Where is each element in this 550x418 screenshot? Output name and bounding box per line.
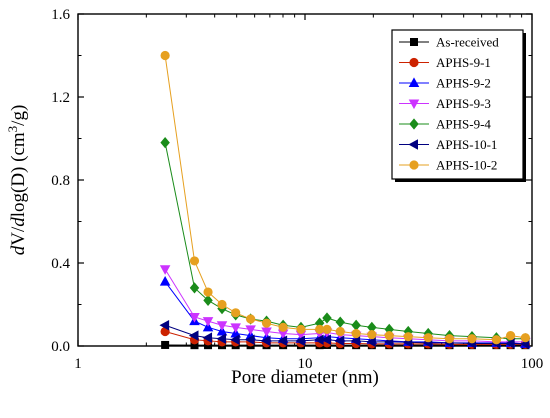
data-point-aphs-10-1	[188, 330, 199, 341]
x-tick-label: 10	[298, 356, 313, 372]
data-point-aphs-9-4	[160, 137, 170, 149]
y-axis-title-end: /g)	[8, 105, 29, 126]
y-tick-label: 0.4	[51, 256, 70, 272]
data-point-aphs-10-1	[202, 332, 213, 343]
data-point-aphs-10-1	[244, 334, 255, 346]
data-point-aphs-10-1	[504, 338, 515, 349]
data-point-aphs-10-1	[260, 335, 271, 347]
legend-label-as-received: As-received	[436, 35, 499, 50]
data-point-aphs-10-1	[334, 335, 345, 347]
data-point-aphs-9-3	[230, 323, 241, 333]
legend-marker-aphs-10-2	[409, 160, 419, 170]
legend: As-received APHS-9-1 APHS-9-2 APHS-9-3 APHS-…	[391, 29, 526, 182]
data-point-aphs-9-4	[335, 316, 345, 328]
data-point-aphs-9-4	[322, 312, 332, 324]
data-point-aphs-10-2	[160, 50, 170, 61]
y-axis-title-sup: 3	[5, 126, 20, 133]
data-point-aphs-10-2	[246, 314, 256, 324]
data-point-aphs-10-2	[506, 331, 516, 341]
series-layer	[159, 50, 531, 350]
data-point-aphs-9-3	[202, 317, 214, 327]
data-point-aphs-10-2	[467, 334, 477, 344]
data-point-aphs-9-2	[159, 276, 171, 286]
series-line-aphs-9-1	[164, 330, 526, 345]
data-point-aphs-10-2	[403, 332, 413, 342]
x-tick-label: 100	[521, 356, 544, 372]
data-point-aphs-9-3	[261, 327, 272, 338]
legend-label-aphs-9-2: APHS-9-2	[436, 76, 491, 91]
y-tick-label: 1.2	[51, 90, 70, 106]
data-point-aphs-10-2	[444, 334, 455, 344]
axis-ticks: 1 10 100 0.0 0.4 0.8 1.2 1.6	[51, 7, 543, 372]
data-point-aphs-10-2	[296, 324, 306, 334]
data-point-aphs-10-2	[491, 335, 502, 345]
data-point-aphs-10-1	[159, 319, 170, 331]
data-point-aphs-10-2	[217, 299, 227, 310]
data-point-aphs-10-2	[335, 326, 345, 337]
y-axis-title: dV/dlog(D) (cm3/g)	[5, 105, 29, 256]
legend-label-aphs-9-3: APHS-9-3	[436, 96, 491, 111]
data-point-aphs-9-3	[245, 325, 256, 336]
legend-marker-aphs-9-3	[408, 99, 420, 110]
legend-label-aphs-10-2: APHS-10-2	[436, 158, 497, 173]
y-axis-title-d1: d	[8, 245, 29, 255]
data-point-aphs-10-2	[261, 318, 272, 328]
legend-marker-aphs-9-2	[408, 77, 420, 87]
data-point-aphs-9-4	[189, 282, 200, 294]
series-line-aphs-10-2	[164, 55, 526, 341]
series-line-aphs-9-4	[164, 142, 526, 340]
data-point-aphs-10-2	[189, 256, 200, 266]
y-tick-label: 0.0	[51, 339, 70, 355]
data-point-aphs-9-3	[159, 265, 171, 275]
x-axis-title: Pore diameter (nm)	[231, 367, 379, 388]
data-point-aphs-10-1	[350, 335, 361, 347]
legend-marker-as-received	[409, 38, 418, 47]
y-axis-title-d2: d	[8, 217, 29, 227]
data-point-as-received	[161, 340, 170, 349]
legend-marker-aphs-9-4	[409, 118, 419, 130]
legend-label-aphs-9-1: APHS-9-1	[436, 55, 491, 70]
data-point-aphs-10-2	[384, 331, 394, 341]
y-tick-label: 0.8	[51, 173, 70, 189]
series-line-aphs-10-1	[164, 324, 526, 345]
data-point-aphs-10-1	[321, 334, 331, 346]
data-point-aphs-10-1	[295, 335, 305, 347]
series-line-aphs-9-3	[164, 268, 526, 343]
data-point-aphs-10-2	[423, 333, 433, 343]
data-point-aphs-9-4	[351, 319, 361, 331]
legend-label-aphs-10-1: APHS-10-1	[436, 137, 497, 152]
series-aphs-10-2	[160, 50, 530, 345]
legend-marker-aphs-10-1	[408, 139, 419, 150]
legend-marker-aphs-9-1	[409, 57, 419, 68]
data-point-aphs-10-1	[277, 335, 288, 347]
y-axis-title-mid: V/	[8, 226, 29, 246]
data-point-aphs-9-4	[203, 294, 213, 306]
data-point-aphs-10-2	[203, 287, 213, 297]
data-point-aphs-9-3	[189, 312, 200, 323]
y-tick-label: 1.6	[51, 7, 70, 23]
x-tick-label: 1	[74, 356, 82, 372]
legend-label-aphs-9-4: APHS-9-4	[436, 117, 491, 132]
data-point-aphs-10-1	[230, 334, 240, 346]
data-point-aphs-10-2	[322, 324, 332, 334]
data-point-aphs-10-2	[520, 333, 530, 343]
data-point-aphs-9-3	[216, 321, 228, 331]
data-point-aphs-10-1	[366, 336, 376, 348]
data-point-aphs-10-2	[278, 322, 288, 332]
data-point-aphs-10-2	[231, 308, 241, 318]
data-point-aphs-10-1	[216, 333, 227, 345]
y-axis-title-rest: log(D) (cm	[8, 132, 29, 217]
data-point-aphs-10-2	[367, 329, 377, 340]
data-point-aphs-10-2	[351, 328, 361, 339]
